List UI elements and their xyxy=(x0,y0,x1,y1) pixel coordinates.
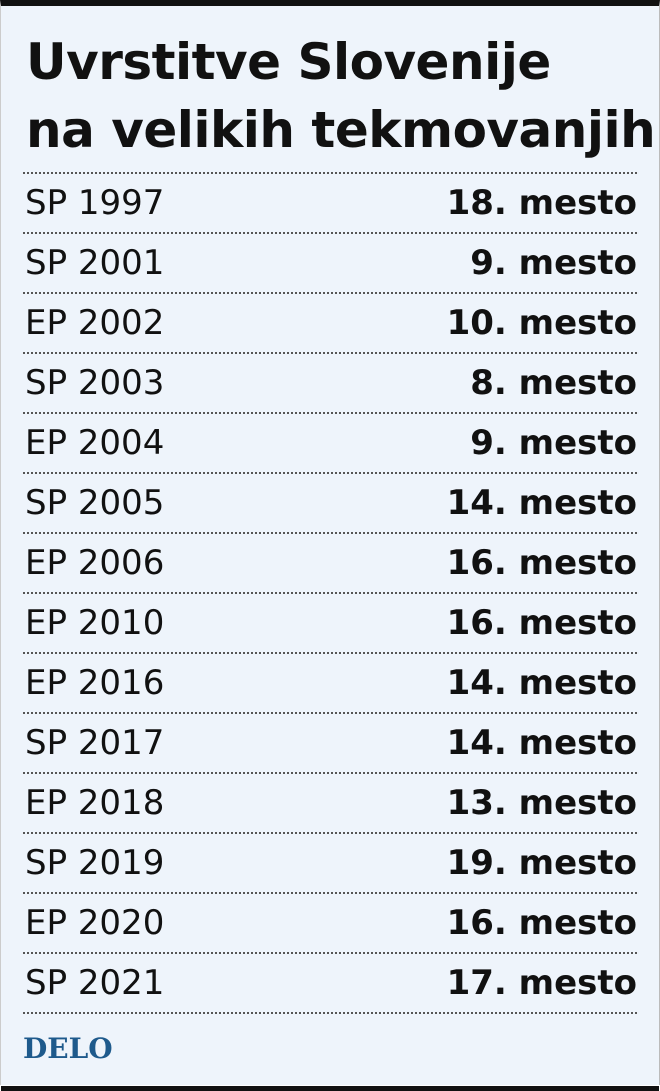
table-row: EP 2006 16. mesto xyxy=(23,534,637,594)
event-cell: EP 2018 xyxy=(25,783,165,823)
placement-cell: 16. mesto xyxy=(446,603,637,643)
placement-cell: 19. mesto xyxy=(446,843,637,883)
event-cell: EP 2006 xyxy=(25,543,165,583)
table-row: SP 1997 18. mesto xyxy=(23,174,637,234)
placement-cell: 10. mesto xyxy=(446,303,637,343)
table: SP 1997 18. mesto SP 2001 9. mesto EP 2002 10… xyxy=(23,172,637,1014)
title: Uvrstitve Slovenije na velikih tekmovanji… xyxy=(26,28,656,164)
table-row: EP 2018 13. mesto xyxy=(23,774,637,834)
placement-cell: 13. mesto xyxy=(446,783,637,823)
table-row: EP 2004 9. mesto xyxy=(23,414,637,474)
event-cell: SP 2017 xyxy=(25,723,165,763)
event-cell: SP 2019 xyxy=(25,843,165,883)
title-line: na velikih tekmovanjih xyxy=(26,101,656,159)
bottom-rule xyxy=(1,1086,659,1091)
table-row: EP 2020 16. mesto xyxy=(23,894,637,954)
placement-cell: 16. mesto xyxy=(446,903,637,943)
event-cell: EP 2016 xyxy=(25,663,165,703)
table-row: EP 2010 16. mesto xyxy=(23,594,637,654)
table-row: EP 2016 14. mesto xyxy=(23,654,637,714)
event-cell: SP 1997 xyxy=(25,183,165,223)
placement-cell: 8. mesto xyxy=(470,363,637,403)
placement-cell: 16. mesto xyxy=(446,543,637,583)
table-row: SP 2021 17. mesto xyxy=(23,954,637,1014)
placement-cell: 14. mesto xyxy=(446,663,637,703)
event-cell: SP 2003 xyxy=(25,363,165,403)
event-cell: SP 2005 xyxy=(25,483,165,523)
event-cell: EP 2010 xyxy=(25,603,165,643)
title-line: Uvrstitve Slovenije xyxy=(26,33,551,91)
table-row: SP 2001 9. mesto xyxy=(23,234,637,294)
event-cell: EP 2020 xyxy=(25,903,165,943)
table-row: SP 2017 14. mesto xyxy=(23,714,637,774)
event-cell: SP 2021 xyxy=(25,963,165,1003)
event-cell: EP 2002 xyxy=(25,303,165,343)
placement-cell: 17. mesto xyxy=(446,963,637,1003)
placement-cell: 14. mesto xyxy=(446,483,637,523)
logo: DELO xyxy=(23,1032,113,1065)
placement-cell: 18. mesto xyxy=(446,183,637,223)
event-cell: SP 2001 xyxy=(25,243,165,283)
placement-cell: 14. mesto xyxy=(446,723,637,763)
event-cell: EP 2004 xyxy=(25,423,165,463)
table-row: SP 2003 8. mesto xyxy=(23,354,637,414)
placement-cell: 9. mesto xyxy=(470,243,637,283)
table-row: SP 2005 14. mesto xyxy=(23,474,637,534)
placement-cell: 9. mesto xyxy=(470,423,637,463)
table-row: EP 2002 10. mesto xyxy=(23,294,637,354)
table-row: SP 2019 19. mesto xyxy=(23,834,637,894)
